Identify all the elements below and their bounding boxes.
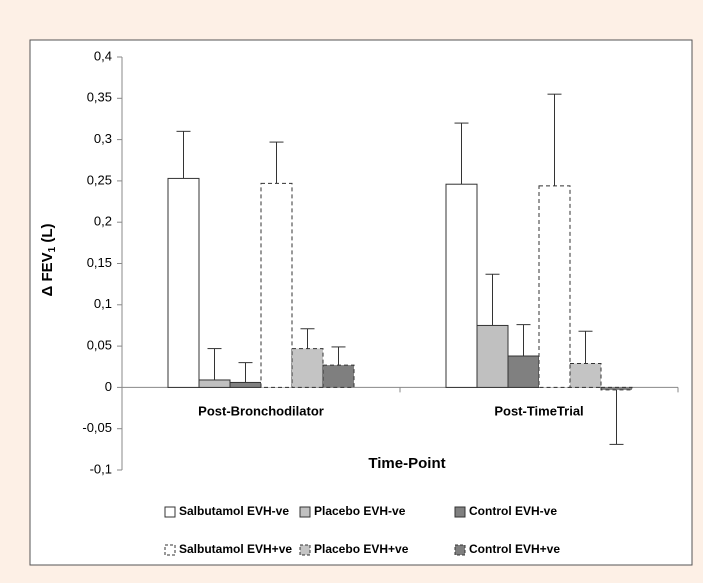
legend-swatch xyxy=(454,544,466,556)
y-tick-label: 0,2 xyxy=(94,214,112,229)
bar xyxy=(229,381,262,388)
x-tick-label: Post-TimeTrial xyxy=(494,403,583,418)
y-tick-label: 0,35 xyxy=(87,90,112,105)
legend-swatch xyxy=(454,506,466,518)
bar xyxy=(476,324,509,388)
legend-swatch xyxy=(299,544,311,556)
legend-label: Salbutamol EVH+ve xyxy=(179,542,292,556)
legend-label: Placebo EVH-ve xyxy=(314,504,406,518)
legend-swatch xyxy=(164,544,176,556)
legend-swatch xyxy=(164,506,176,518)
bar xyxy=(291,348,324,388)
y-tick-label: 0,15 xyxy=(87,255,112,270)
y-tick-label: 0 xyxy=(105,379,112,394)
y-label-main: Δ FEV xyxy=(39,252,56,296)
chart-panel xyxy=(29,39,693,566)
y-label-unit: (L) xyxy=(39,223,56,246)
y-tick-label: 0,05 xyxy=(87,338,112,353)
legend-label: Control EVH-ve xyxy=(469,504,557,518)
y-label-sub: 1 xyxy=(47,246,58,252)
bar xyxy=(538,185,571,388)
y-tick-label: 0,4 xyxy=(94,48,112,63)
legend-label: Placebo EVH+ve xyxy=(314,542,409,556)
bar xyxy=(600,386,633,391)
legend-label: Control EVH+ve xyxy=(469,542,560,556)
x-tick-label: Post-Bronchodilator xyxy=(198,403,324,418)
y-tick-label: -0,1 xyxy=(90,461,112,476)
bar xyxy=(569,362,602,388)
legend-swatch xyxy=(299,506,311,518)
legend-label: Salbutamol EVH-ve xyxy=(179,504,289,518)
bar xyxy=(167,177,200,388)
x-axis-label: Time-Point xyxy=(368,455,445,472)
y-axis-label: Δ FEV1 (L) xyxy=(39,223,58,296)
bar xyxy=(507,355,540,388)
y-tick-label: 0,3 xyxy=(94,131,112,146)
bar xyxy=(445,183,478,388)
y-tick-label: 0,25 xyxy=(87,172,112,187)
bar xyxy=(198,379,231,388)
y-tick-label: -0,05 xyxy=(82,420,112,435)
bar xyxy=(322,364,355,388)
y-tick-label: 0,1 xyxy=(94,296,112,311)
bar xyxy=(260,182,293,388)
